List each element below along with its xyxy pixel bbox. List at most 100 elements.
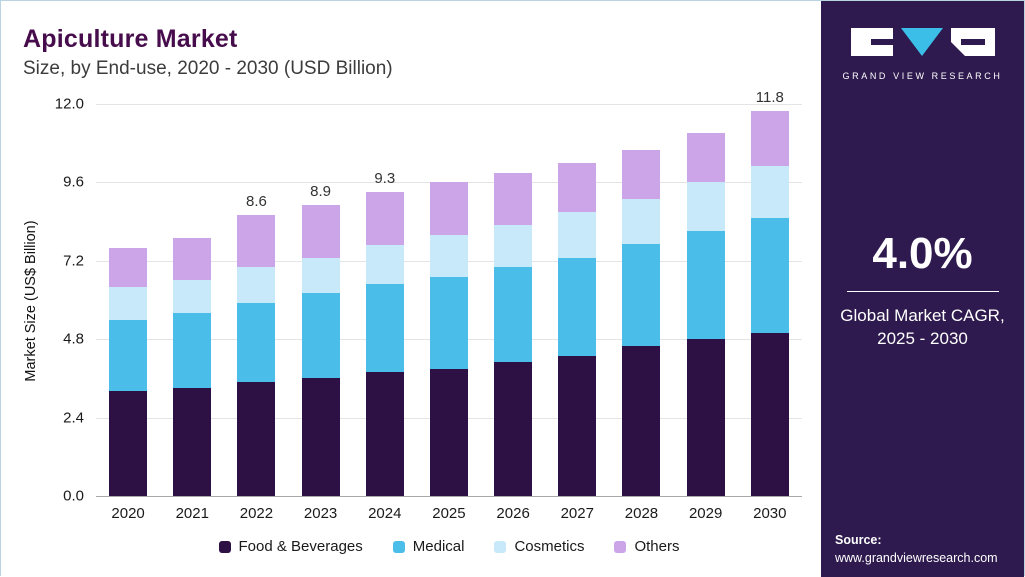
source-label: Source: (835, 532, 882, 547)
y-tick-label-7.2: 7.2 (63, 252, 84, 270)
segment-others-2023 (301, 205, 340, 258)
x-tick-label-2028: 2028 (624, 505, 659, 522)
cagr-label-line1: Global Market CAGR, (840, 306, 1005, 325)
y-tick-label-2.4: 2.4 (63, 409, 84, 427)
cagr-divider (846, 291, 999, 292)
segment-medical-2021 (173, 313, 212, 389)
x-tick-label-2026: 2026 (496, 505, 530, 522)
segment-cosmetics-2020 (109, 286, 148, 320)
brand-name: GRAND VIEW RESEARCH (842, 71, 1003, 81)
total-label-2024: 9.3 (374, 170, 396, 188)
segment-cosmetics-2025 (429, 234, 468, 278)
bar-2025 (425, 104, 473, 496)
x-tick-label-2030: 2030 (753, 505, 787, 522)
segment-medical-2027 (558, 257, 597, 356)
legend-item-medical: Medical (392, 538, 465, 555)
segment-cosmetics-2030 (750, 166, 789, 219)
segment-medical-2025 (429, 277, 468, 369)
y-tick-label-12.0: 12.0 (54, 95, 84, 113)
segment-others-2022 (237, 215, 276, 268)
segment-cosmetics-2029 (686, 182, 725, 232)
segment-medical-2022 (237, 303, 276, 382)
segment-others-2024 (365, 192, 404, 245)
bar-2030: 11.8 (746, 89, 794, 496)
bars-layer: 8.6 8.9 9.3 11.8 (96, 89, 802, 496)
legend-label-food-beverages: Food & Beverages (238, 538, 363, 555)
y-tick-label-0.0: 0.0 (63, 487, 84, 505)
segment-food-beverages-2030 (750, 332, 789, 496)
segment-others-2030 (750, 110, 789, 167)
segment-medical-2028 (622, 244, 661, 346)
chart-legend: Food & Beverages Medical Cosmetics Others (96, 538, 802, 555)
segment-others-2027 (558, 162, 597, 212)
cagr-block: 4.0% Global Market CAGR, 2025 - 2030 (821, 229, 1024, 351)
total-label-2023: 8.9 (310, 183, 332, 201)
total-label-2030: 11.8 (755, 88, 784, 106)
segment-medical-2024 (365, 283, 404, 372)
bar-2028 (617, 104, 665, 496)
segment-medical-2030 (750, 218, 789, 333)
legend-item-others: Others (614, 538, 679, 555)
segment-others-2021 (173, 237, 212, 281)
legend-item-cosmetics: Cosmetics (494, 538, 584, 555)
x-tick-label-2025: 2025 (432, 505, 466, 522)
x-tick-label-2022: 2022 (239, 505, 274, 522)
segment-others-2029 (686, 133, 725, 183)
total-label-2022: 8.6 (245, 193, 267, 211)
legend-marker-medical (392, 540, 405, 553)
x-tick-label-2021: 2021 (175, 505, 209, 522)
segment-medical-2029 (686, 231, 725, 340)
x-tick-label-2023: 2023 (303, 505, 338, 522)
cagr-value: 4.0% (872, 229, 973, 278)
brand-sidebar: GRAND VIEW RESEARCH 4.0% Global Market C… (821, 1, 1024, 577)
y-axis-title: Market Size (US$ Billion) (23, 220, 39, 382)
x-tick-label-2020: 2020 (111, 505, 145, 522)
x-tick-label-2029: 2029 (688, 505, 723, 522)
segment-food-beverages-2026 (494, 362, 533, 496)
gvr-logo-icon (850, 28, 995, 56)
bar-2021 (168, 104, 216, 496)
segment-others-2026 (494, 172, 533, 225)
segment-food-beverages-2023 (301, 378, 340, 496)
page-title: Apiculture Market (23, 25, 238, 53)
segment-medical-2020 (109, 319, 148, 392)
cagr-label-line2: 2025 - 2030 (877, 328, 968, 348)
segment-food-beverages-2020 (109, 391, 148, 496)
bar-2023: 8.9 (297, 104, 345, 496)
y-tick-label-4.8: 4.8 (63, 330, 84, 348)
x-axis-labels: 2020 2021 2022 2023 2024 2025 2026 2027 2028 2029… (96, 505, 802, 522)
segment-food-beverages-2027 (558, 355, 597, 496)
segment-food-beverages-2021 (173, 388, 212, 496)
bar-2020 (104, 104, 152, 496)
legend-label-medical: Medical (412, 538, 465, 555)
segment-medical-2023 (301, 293, 340, 379)
gridline-12.0 (96, 104, 802, 105)
plot-area: 0.0 2.4 4.8 7.2 9.6 12.0 8.6 8.9 9.3 11.8 2020 20… (55, 89, 802, 522)
bar-2029 (682, 104, 730, 496)
legend-item-food-beverages: Food & Beverages (218, 538, 363, 555)
segment-food-beverages-2029 (686, 339, 725, 496)
x-tick-label-2027: 2027 (560, 505, 594, 522)
bar-2024: 9.3 (361, 104, 409, 496)
bar-2027 (553, 104, 601, 496)
segment-others-2028 (622, 149, 661, 199)
x-tick-label-2024: 2024 (368, 505, 402, 522)
segment-food-beverages-2028 (622, 345, 661, 496)
legend-label-cosmetics: Cosmetics (514, 538, 585, 555)
legend-marker-others (614, 540, 627, 553)
source-block: Source: www.grandviewresearch.com (835, 531, 998, 567)
legend-marker-cosmetics (494, 540, 507, 553)
bar-2022: 8.6 (232, 104, 280, 496)
legend-marker-food-beverages (218, 540, 231, 553)
segment-food-beverages-2024 (365, 371, 404, 496)
x-axis-line (96, 496, 802, 497)
segment-cosmetics-2026 (494, 224, 533, 268)
segment-cosmetics-2022 (237, 267, 276, 304)
y-tick-label-9.6: 9.6 (63, 173, 84, 191)
segment-others-2025 (429, 182, 468, 235)
segment-cosmetics-2023 (301, 257, 340, 294)
segment-cosmetics-2021 (173, 280, 212, 314)
gvr-logo: GRAND VIEW RESEARCH (821, 25, 1024, 81)
segment-cosmetics-2027 (558, 211, 597, 258)
segment-others-2020 (109, 247, 148, 287)
